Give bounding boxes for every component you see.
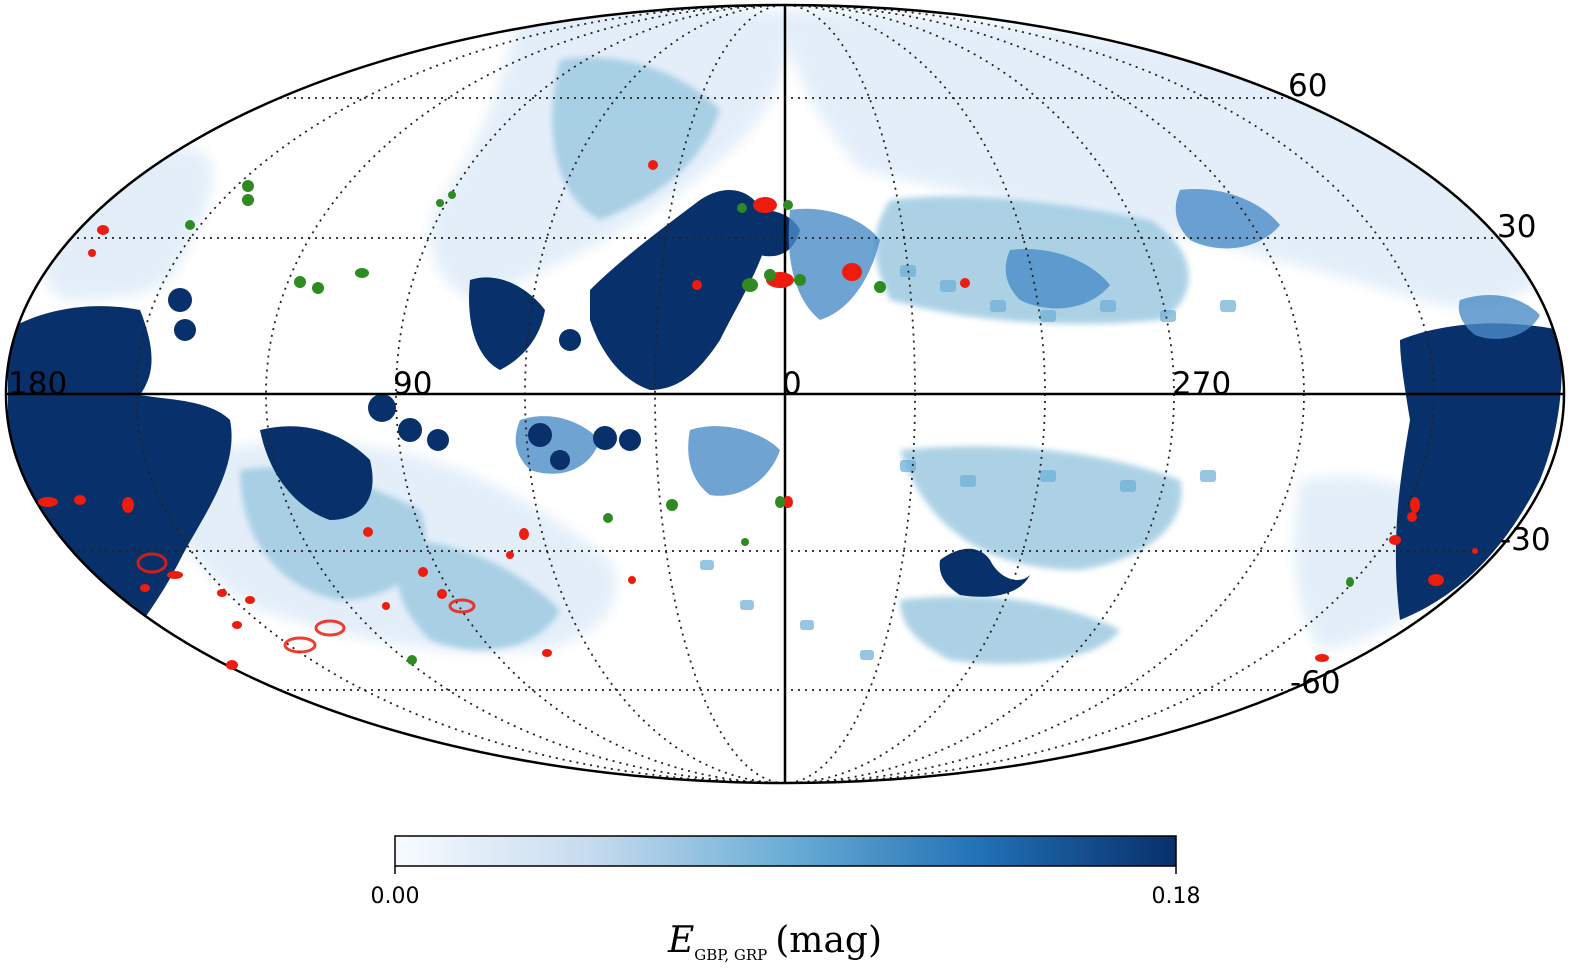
- colorbar-label-sub-g: G: [694, 946, 706, 964]
- marker-green: [312, 282, 324, 294]
- map-axes: [4, 3, 1566, 785]
- marker-red-ring: [283, 636, 317, 654]
- dust-clumps: [168, 288, 641, 470]
- marker-red: [382, 602, 390, 610]
- marker-red: [960, 278, 970, 288]
- colorbar-min-label: 0.00: [371, 884, 420, 909]
- marker-green: [742, 278, 758, 292]
- marker-red: [1389, 535, 1401, 545]
- latitude-label-60: 60: [1288, 68, 1327, 104]
- marker-red-ring: [314, 619, 346, 637]
- marker-green: [1346, 577, 1354, 587]
- marker-red: [753, 197, 777, 213]
- marker-green: [775, 496, 785, 508]
- longitude-label-270: 270: [1172, 366, 1231, 402]
- marker-red: [217, 589, 227, 597]
- marker-red: [226, 660, 238, 670]
- marker-red: [1315, 654, 1329, 662]
- marker-green: [436, 199, 444, 207]
- marker-red: [1410, 497, 1420, 513]
- marker-red: [783, 496, 793, 508]
- marker-red: [245, 596, 255, 604]
- marker-red: [232, 621, 242, 629]
- red-ring-markers: [136, 552, 476, 654]
- marker-green: [603, 513, 613, 523]
- marker-green: [741, 538, 749, 546]
- longitude-labels: 180 90 0 270: [8, 366, 1231, 402]
- latitude-label-minus-60: -60: [1290, 665, 1341, 701]
- latitude-label-minus-30: -30: [1500, 522, 1551, 558]
- longitude-label-90: 90: [393, 366, 432, 402]
- survey-tile-flakes: [700, 265, 1236, 660]
- marker-green: [764, 269, 776, 281]
- marker-red: [506, 551, 514, 559]
- marker-red: [628, 576, 636, 584]
- marker-red: [122, 497, 134, 513]
- latitude-labels: 60 30 -30 -60: [1288, 68, 1551, 701]
- patchy-extinction-regions: [515, 189, 1540, 496]
- marker-red: [97, 225, 109, 235]
- marker-green: [407, 655, 417, 665]
- marker-red: [519, 528, 529, 540]
- marker-red: [74, 495, 86, 505]
- marker-green: [242, 194, 254, 206]
- marker-green: [874, 281, 886, 293]
- colorbar-label-sub-rp: RP: [746, 946, 767, 964]
- marker-red: [1407, 512, 1417, 522]
- marker-red: [1428, 574, 1444, 586]
- marker-green: [783, 200, 793, 210]
- marker-red: [1472, 548, 1478, 554]
- red-markers: [38, 160, 1478, 670]
- colorbar-label-unit: (mag): [775, 920, 882, 961]
- marker-red: [167, 571, 183, 579]
- colorbar-max-label: 0.18: [1152, 884, 1201, 909]
- marker-red-ring: [136, 552, 168, 574]
- marker-red: [418, 567, 428, 577]
- longitude-label-180: 180: [8, 366, 67, 402]
- map-boundary: [4, 3, 1566, 785]
- marker-red: [692, 280, 702, 290]
- marker-green: [185, 220, 195, 230]
- marker-green: [448, 191, 456, 199]
- marker-green: [294, 276, 306, 288]
- marker-red-ring: [448, 598, 476, 614]
- marker-green: [794, 274, 806, 286]
- marker-red: [437, 589, 447, 599]
- longitude-label-0: 0: [782, 366, 802, 402]
- marker-red: [842, 263, 862, 281]
- colorbar-axis-label: EGBP, GRP (mag): [667, 920, 882, 964]
- marker-red: [363, 527, 373, 537]
- marker-green: [666, 499, 678, 511]
- colorbar-label-symbol: E: [667, 920, 694, 961]
- marker-red: [648, 160, 658, 170]
- colorbar-bar: [394, 835, 1177, 867]
- marker-red: [88, 249, 96, 257]
- colorbar-label-sub-bp: BP: [706, 946, 727, 964]
- marker-red: [542, 649, 552, 657]
- colorbar-label-sep: ,: [724, 946, 734, 964]
- marker-green: [242, 180, 254, 192]
- colorbar-label-sub-g2: G: [734, 946, 746, 964]
- latitude-label-30: 30: [1497, 209, 1536, 245]
- colorbar: 0.00 0.18 EGBP, GRP (mag): [371, 835, 1201, 964]
- marker-red: [38, 497, 58, 507]
- marker-red: [140, 584, 150, 592]
- green-markers: [185, 180, 1354, 665]
- marker-green: [355, 268, 369, 278]
- marker-green: [737, 203, 747, 213]
